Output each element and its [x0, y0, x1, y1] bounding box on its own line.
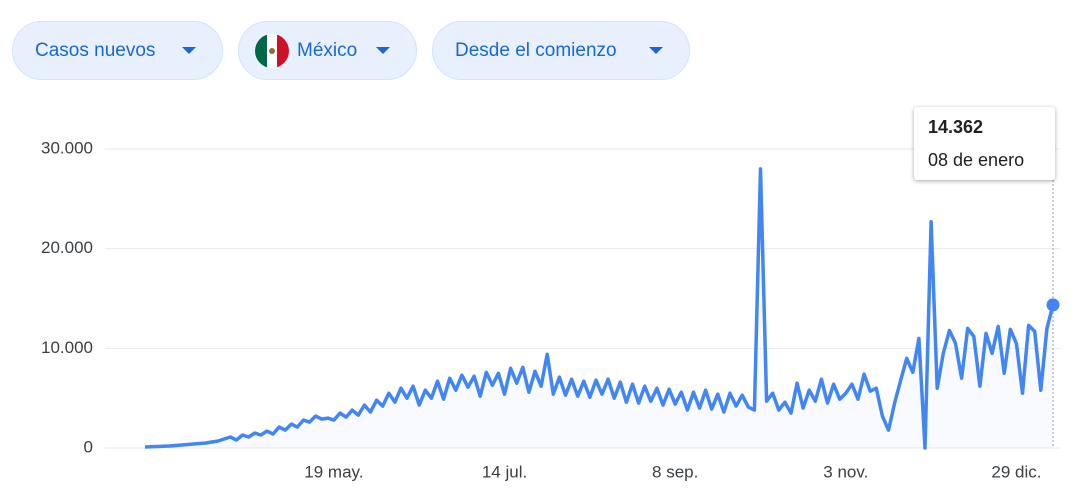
range-dropdown[interactable]: Desde el comienzo — [432, 21, 690, 80]
dropdown-label: México — [297, 39, 358, 61]
area — [145, 168, 1053, 448]
x-tick-label: 3 nov. — [823, 462, 868, 481]
flag-icon — [255, 33, 289, 68]
caret — [182, 47, 196, 54]
hover-point — [1046, 298, 1060, 312]
caret — [649, 47, 663, 54]
x-tick-label: 14 jul. — [482, 462, 527, 481]
y-tick-label: 0 — [84, 437, 93, 456]
y-tick-label: 10.000 — [41, 338, 93, 357]
x-tick-label: 8 sep. — [652, 462, 698, 481]
y-tick-label: 30.000 — [41, 138, 93, 157]
dropdown-label: Desde el comienzo — [455, 39, 617, 61]
x-tick-label: 19 may. — [304, 462, 363, 481]
y-tick-label: 20.000 — [41, 238, 93, 257]
dropdown-label: Casos nuevos — [35, 39, 156, 61]
tooltip: 14.362 08 de enero — [914, 107, 1055, 180]
line — [144, 167, 1055, 450]
caret — [376, 47, 390, 54]
x-tick-label: 29 dic. — [991, 462, 1041, 481]
metric-dropdown[interactable]: Casos nuevos — [12, 21, 223, 80]
tooltip-date: 08 de enero — [928, 150, 1025, 170]
location-dropdown[interactable]: México — [238, 21, 417, 80]
tooltip-value: 14.362 — [928, 117, 984, 137]
